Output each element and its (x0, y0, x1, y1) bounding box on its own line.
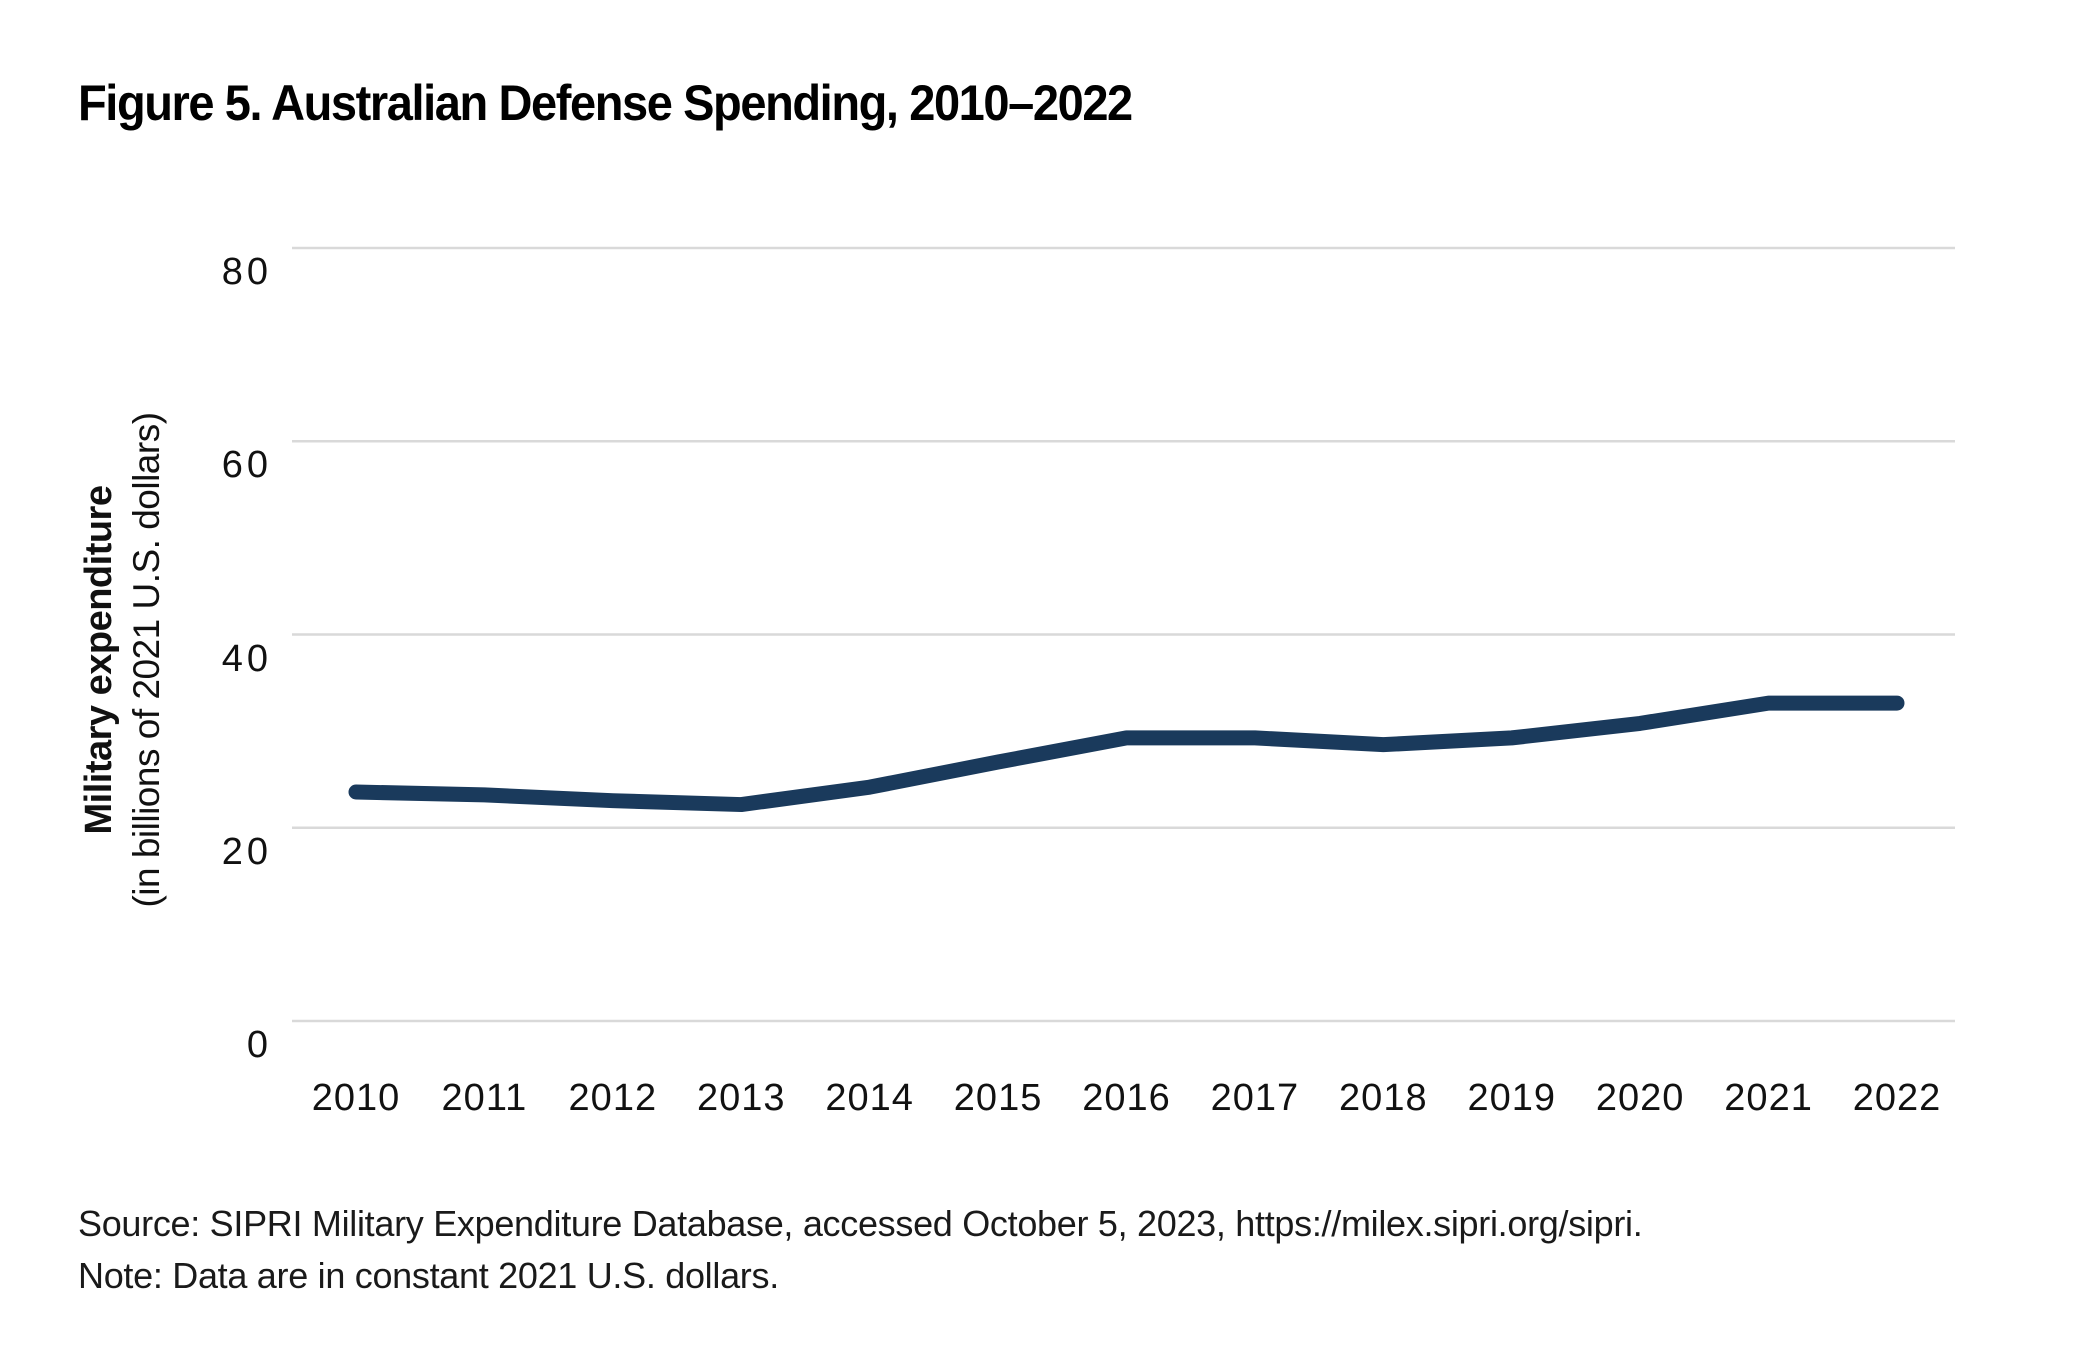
y-tick-label: 80 (221, 251, 272, 293)
x-tick-label: 2015 (953, 1077, 1043, 1119)
x-tick-label: 2014 (825, 1077, 914, 1119)
x-tick-label: 2012 (568, 1077, 658, 1119)
x-tick-label: 2017 (1210, 1077, 1300, 1119)
x-tick-label: 2020 (1595, 1077, 1685, 1119)
y-tick-label: 20 (221, 830, 272, 873)
y-tick-label: 40 (221, 637, 272, 680)
x-tick-label: 2019 (1467, 1077, 1557, 1119)
figure-caption: Source: SIPRI Military Expenditure Datab… (78, 1198, 1643, 1302)
source-text: Source: SIPRI Military Expenditure Datab… (78, 1203, 1643, 1244)
x-tick-label: 2011 (441, 1077, 528, 1119)
x-tick-label: 2010 (311, 1077, 401, 1119)
x-tick-label: 2013 (696, 1077, 786, 1119)
x-tick-label: 2018 (1339, 1077, 1428, 1119)
spending-line (348, 695, 1905, 813)
y-tick-label: 0 (246, 1024, 272, 1066)
x-tick-label: 2021 (1724, 1077, 1813, 1119)
x-tick-label: 2022 (1852, 1077, 1942, 1119)
x-tick-label: 2016 (1082, 1077, 1171, 1119)
figure-title: Figure 5. Australian Defense Spending, 2… (78, 75, 1133, 131)
note-text: Note: Data are in constant 2021 U.S. dol… (78, 1255, 779, 1296)
y-tick-label: 60 (221, 444, 272, 487)
